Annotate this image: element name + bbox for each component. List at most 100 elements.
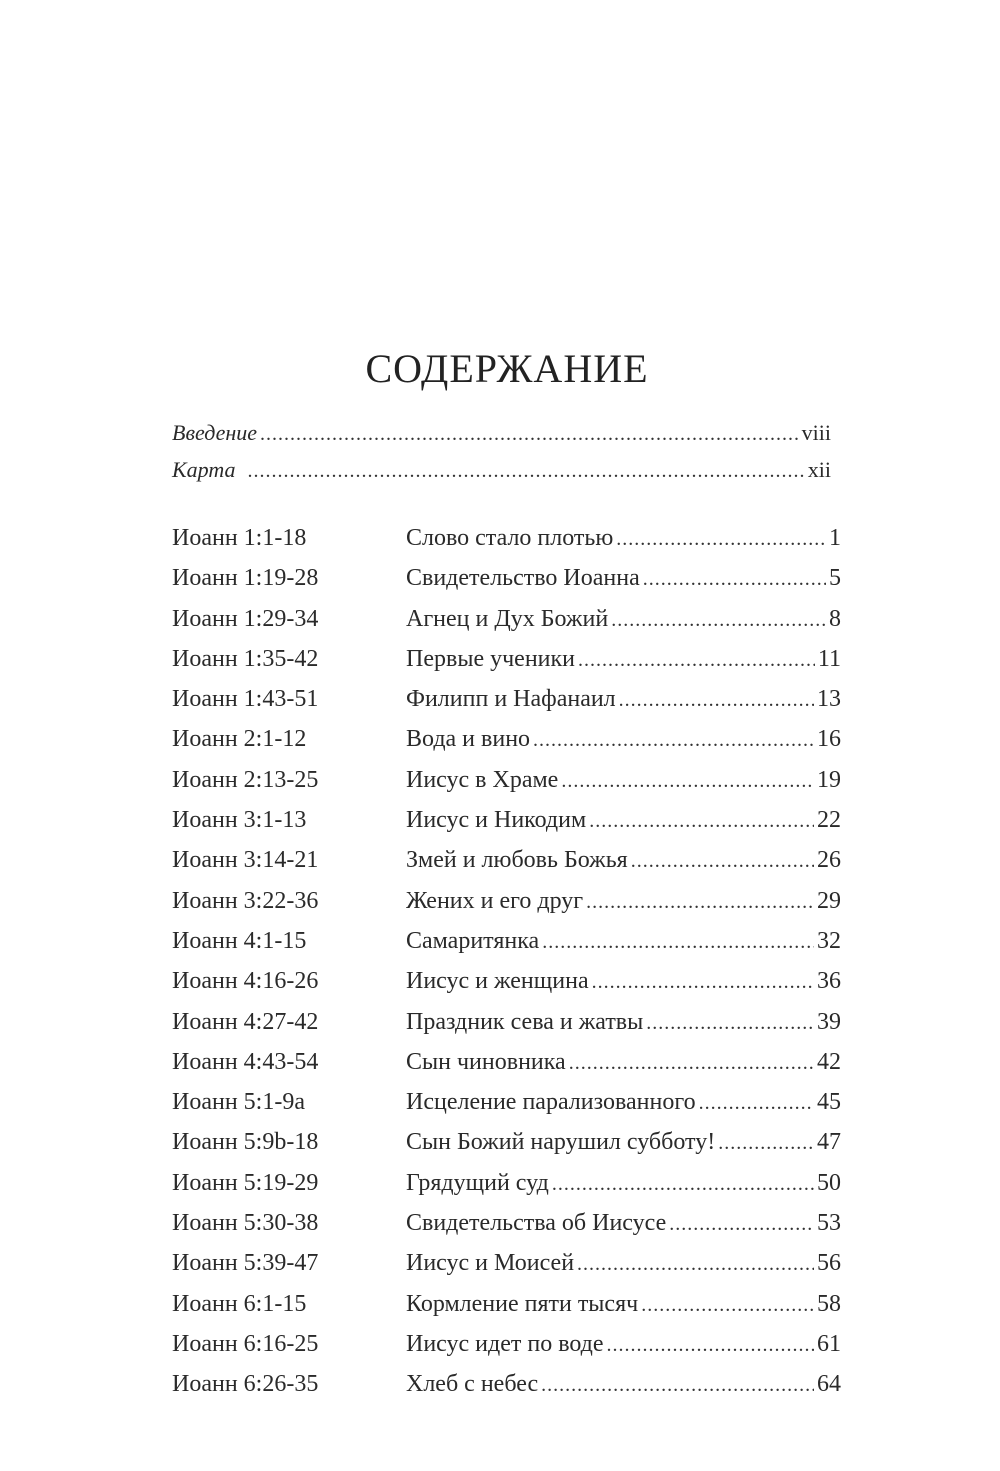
toc-entry-reference: Иоанн 2:1-12 xyxy=(172,726,307,753)
toc-entry-reference: Иоанн 1:19-28 xyxy=(172,565,319,592)
toc-entry-reference: Иоанн 1:29-34 xyxy=(172,605,319,632)
toc-entry-row: Иоанн 5:9b-18 Сын Божий нарушил субботу! 4… xyxy=(172,1129,841,1169)
toc-entry-title: Свидетельства об Иисусе xyxy=(406,1210,667,1237)
toc-intro-label: Введение xyxy=(172,420,258,445)
toc-page-number: 13 xyxy=(817,686,841,713)
toc-entry-row: Иоанн 5:30-38 Свидетельства об Иисусе 53 xyxy=(172,1210,841,1250)
toc-entry-reference: Иоанн 5:1-9a xyxy=(172,1089,305,1116)
toc-entry-row: Иоанн 1:1-18 Слово стало плотью 1 xyxy=(172,525,841,565)
toc-entry-title: Иисус и женщина xyxy=(406,968,589,995)
toc-entry-row: Иоанн 6:26-35 Хлеб с небес 64 xyxy=(172,1371,841,1411)
toc-entry-title: Самаритянка xyxy=(406,927,540,954)
dot-leader xyxy=(561,770,814,793)
dot-leader xyxy=(542,931,814,954)
toc-page-number: 45 xyxy=(817,1089,841,1116)
toc-entry-reference: Иоанн 6:26-35 xyxy=(172,1371,319,1398)
toc-entry-title: Грядущий суд xyxy=(406,1169,549,1196)
toc-entry-reference: Иоанн 3:22-36 xyxy=(172,887,319,914)
toc-entry-reference: Иоанн 5:30-38 xyxy=(172,1210,319,1237)
dot-leader xyxy=(669,1213,814,1236)
toc-entry-reference: Иоанн 5:39-47 xyxy=(172,1250,319,1277)
toc-entry-title: Хлеб с небес xyxy=(406,1371,539,1398)
toc-entry-reference: Иоанн 4:1-15 xyxy=(172,927,307,954)
dot-leader xyxy=(631,850,814,873)
dot-leader xyxy=(589,810,814,833)
toc-entry-row: Иоанн 6:1-15 Кормление пяти тысяч 58 xyxy=(172,1291,841,1331)
toc-page-number: 8 xyxy=(829,605,841,632)
toc-page-number: 36 xyxy=(817,968,841,995)
toc-entry-reference: Иоанн 4:16-26 xyxy=(172,968,319,995)
toc-entry-row: Иоанн 4:43-54 Сын чиновника 42 xyxy=(172,1049,841,1089)
toc-entry-row: Иоанн 4:16-26 Иисус и женщина 36 xyxy=(172,968,841,1008)
toc-page-number: 26 xyxy=(817,847,841,874)
dot-leader xyxy=(569,1052,814,1075)
toc-entry-title: Жених и его друг xyxy=(406,887,584,914)
toc-entry-row: Иоанн 3:22-36 Жених и его друг 29 xyxy=(172,888,841,928)
toc-entry-reference: Иоанн 1:43-51 xyxy=(172,686,319,713)
toc-entry-row: Иоанн 1:43-51 Филипп и Нафанаил 13 xyxy=(172,686,841,726)
dot-leader xyxy=(578,649,815,672)
toc-page-number: 22 xyxy=(817,807,841,834)
toc-entry-row: Иоанн 1:29-34 Агнец и Дух Божий 8 xyxy=(172,606,841,646)
dot-leader xyxy=(607,1334,814,1357)
toc-page-number: 32 xyxy=(817,927,841,954)
dot-leader xyxy=(643,568,826,591)
toc-entry-reference: Иоанн 4:43-54 xyxy=(172,1048,319,1075)
dot-leader xyxy=(586,891,814,914)
toc-entry-row: Иоанн 1:19-28 Свидетельство Иоанна 5 xyxy=(172,565,841,605)
toc-page-number: 58 xyxy=(817,1290,841,1317)
toc-intro-label: Карта xyxy=(172,457,236,482)
toc-page-number: 64 xyxy=(817,1371,841,1398)
toc-page-number: 61 xyxy=(817,1330,841,1357)
dot-leader xyxy=(260,423,799,446)
dot-leader xyxy=(611,609,826,632)
dot-leader xyxy=(533,729,814,752)
toc-entry-title: Сын Божий нарушил субботу! xyxy=(406,1129,716,1156)
dot-leader xyxy=(718,1132,814,1155)
toc-page-number: 16 xyxy=(817,726,841,753)
toc-entry-title: Иисус и Моисей xyxy=(406,1250,575,1277)
toc-entry-row: Иоанн 5:19-29 Грядущий суд 50 xyxy=(172,1170,841,1210)
toc-entry-title: Сын чиновника xyxy=(406,1048,566,1075)
toc-entry-row: Иоанн 2:1-12 Вода и вино 16 xyxy=(172,726,841,766)
toc-entry-reference: Иоанн 3:1-13 xyxy=(172,807,307,834)
toc-entry-reference: Иоанн 1:35-42 xyxy=(172,645,319,672)
toc-page-number: 53 xyxy=(817,1210,841,1237)
toc-intro-row: Введение viii xyxy=(172,420,831,457)
dot-leader xyxy=(641,1294,814,1317)
toc-entry-reference: Иоанн 3:14-21 xyxy=(172,847,319,874)
toc-page-number: viii xyxy=(801,420,831,445)
toc-entry-title: Праздник сева и жатвы xyxy=(406,1008,644,1035)
toc-entry-title: Свидетельство Иоанна xyxy=(406,565,640,592)
dot-leader xyxy=(577,1253,814,1276)
toc-page-number: 29 xyxy=(817,887,841,914)
toc-page-number: 47 xyxy=(817,1129,841,1156)
toc-entry-reference: Иоанн 4:27-42 xyxy=(172,1008,319,1035)
toc-page-number: xii xyxy=(807,457,831,482)
toc-entry-title: Филипп и Нафанаил xyxy=(406,686,616,713)
dot-leader xyxy=(699,1092,814,1115)
dot-leader xyxy=(541,1374,814,1397)
toc-entry-title: Иисус в Храме xyxy=(406,766,559,793)
toc-entry-title: Агнец и Дух Божий xyxy=(406,605,609,632)
dot-leader xyxy=(592,971,814,994)
toc-entry-title: Первые ученики xyxy=(406,645,576,672)
toc-entry-title: Вода и вино xyxy=(406,726,531,753)
toc-entry-title: Иисус и Никодим xyxy=(406,807,587,834)
toc-page-number: 56 xyxy=(817,1250,841,1277)
toc-entry-reference: Иоанн 5:9b-18 xyxy=(172,1129,319,1156)
toc-entry-reference: Иоанн 1:1-18 xyxy=(172,525,307,551)
toc-entry-title: Кормление пяти тысяч xyxy=(406,1290,639,1317)
toc-entry-row: Иоанн 5:1-9a Исцеление парализованного 45 xyxy=(172,1089,841,1129)
toc-entry-reference: Иоанн 5:19-29 xyxy=(172,1169,319,1196)
dot-leader xyxy=(646,1012,814,1035)
toc-intro-row: Карта xii xyxy=(172,457,831,494)
toc-page-number: 1 xyxy=(829,525,841,551)
toc-entry-reference: Иоанн 6:1-15 xyxy=(172,1290,307,1317)
toc-page-number: 39 xyxy=(817,1008,841,1035)
toc-page-number: 19 xyxy=(817,766,841,793)
toc-entry-reference: Иоанн 2:13-25 xyxy=(172,766,319,793)
toc-entry-row: Иоанн 6:16-25 Иисус идет по воде 61 xyxy=(172,1331,841,1371)
toc-entry-row: Иоанн 1:35-42 Первые ученики 11 xyxy=(172,646,841,686)
